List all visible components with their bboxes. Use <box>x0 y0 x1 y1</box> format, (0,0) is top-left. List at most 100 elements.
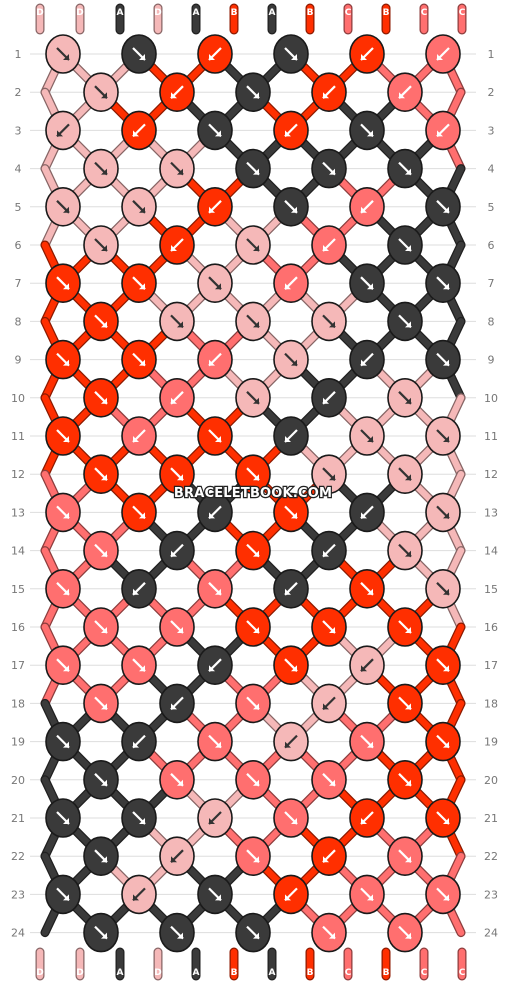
arrow-head-icon <box>291 54 297 60</box>
arrow-head-icon <box>177 474 183 481</box>
arrow-head-icon <box>443 512 449 519</box>
arrow-head-icon <box>63 359 69 366</box>
row-number-left: 20 <box>11 774 25 787</box>
knot <box>425 492 461 533</box>
arrow-head-icon <box>133 588 139 595</box>
knot <box>235 377 271 418</box>
row-number-right: 21 <box>484 812 498 825</box>
knot <box>121 721 157 762</box>
arrow-head-icon <box>63 588 69 595</box>
top-strand-letter: B <box>307 8 314 18</box>
arrow-head-icon <box>443 818 449 824</box>
knot <box>311 607 347 647</box>
arrow-head-icon <box>443 741 449 748</box>
knot <box>311 225 347 265</box>
bottom-strand-letter: B <box>231 968 238 978</box>
arrow-head-icon <box>253 245 259 251</box>
arrow-head-icon <box>177 932 183 939</box>
arrow-head-icon <box>139 54 145 60</box>
arrow-head-icon <box>101 932 107 939</box>
arrow-head-icon <box>177 321 183 328</box>
arrow-head-icon <box>177 779 183 786</box>
knot <box>197 187 233 227</box>
arrow-head-icon <box>209 665 215 672</box>
knot <box>387 454 423 495</box>
arrow-head-icon <box>291 512 297 519</box>
knot <box>387 912 423 953</box>
top-strand-letter: D <box>154 8 161 18</box>
arrow-head-icon <box>285 130 291 137</box>
knot <box>425 645 461 686</box>
arrow-head-icon <box>285 741 291 748</box>
knot <box>425 721 461 762</box>
row-number-left: 10 <box>11 392 25 405</box>
row-number-left: 5 <box>15 201 22 214</box>
knot <box>83 225 119 265</box>
bottom-strand-letter: A <box>269 968 276 978</box>
knot <box>273 492 309 533</box>
row-number-left: 23 <box>11 888 25 901</box>
row-number-right: 17 <box>484 659 498 672</box>
knot <box>235 683 271 724</box>
top-strand-letter: C <box>345 8 352 18</box>
arrow-head-icon <box>133 130 139 137</box>
knot <box>311 912 347 953</box>
knot <box>349 798 385 838</box>
knot <box>45 798 81 838</box>
knot <box>273 874 309 915</box>
arrow-head-icon <box>291 359 297 366</box>
knot <box>45 263 81 304</box>
row-number-right: 18 <box>484 697 498 710</box>
arrow-head-icon <box>367 894 373 901</box>
arrow-head-icon <box>215 741 221 748</box>
arrow-head-icon <box>285 436 291 442</box>
knot <box>349 874 385 915</box>
arrow-head-icon <box>361 512 367 519</box>
knot <box>159 377 195 418</box>
arrow-head-icon <box>323 92 329 99</box>
bottom-strand-letter: D <box>36 968 43 978</box>
knot <box>197 416 233 456</box>
arrow-head-icon <box>405 168 411 175</box>
arrow-head-icon <box>171 397 177 404</box>
row-number-right: 16 <box>484 621 498 634</box>
bottom-strand-letter: A <box>117 968 124 978</box>
knot <box>235 301 271 342</box>
knot <box>83 912 119 953</box>
arrow-head-icon <box>361 206 367 213</box>
arrow-head-icon <box>405 550 411 557</box>
arrow-head-icon <box>101 168 107 175</box>
arrow-head-icon <box>101 397 107 404</box>
knot <box>83 530 119 571</box>
knot <box>273 110 309 151</box>
row-number-left: 4 <box>15 163 22 176</box>
knot <box>83 148 119 189</box>
bottom-strand-letter: B <box>307 968 314 978</box>
knot <box>425 798 461 838</box>
arrow-head-icon <box>171 703 177 710</box>
knot <box>235 530 271 571</box>
knot <box>197 34 233 74</box>
arrow-head-icon <box>63 894 69 901</box>
row-number-left: 17 <box>11 659 25 672</box>
arrow-head-icon <box>139 359 145 366</box>
row-number-left: 11 <box>11 430 25 443</box>
arrow-head-icon <box>367 283 373 290</box>
arrow-head-icon <box>101 550 107 557</box>
knot <box>273 263 309 304</box>
arrow-head-icon <box>215 894 221 901</box>
arrow-head-icon <box>405 703 411 710</box>
arrow-head-icon <box>171 92 177 99</box>
knot <box>83 72 119 112</box>
row-number-right: 8 <box>488 315 495 328</box>
arrow-head-icon <box>63 54 69 60</box>
arrow-head-icon <box>405 932 411 939</box>
arrow-head-icon <box>253 168 259 175</box>
knot <box>45 645 81 686</box>
arrow-head-icon <box>405 779 411 786</box>
top-strand-letter: D <box>36 8 43 18</box>
arrow-head-icon <box>63 665 69 672</box>
knot <box>387 607 423 647</box>
knot <box>197 492 233 533</box>
